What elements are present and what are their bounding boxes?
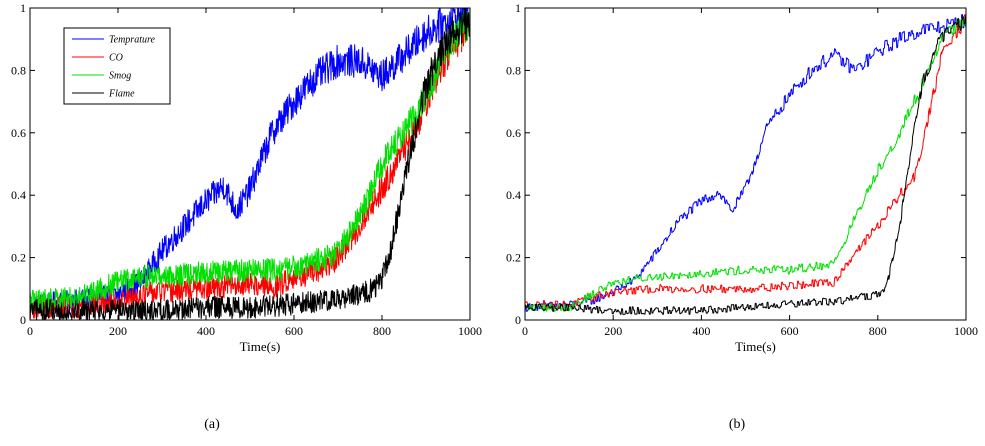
legend-label-flame: Flame <box>108 89 135 100</box>
y-tick-label: 0.4 <box>11 188 26 202</box>
y-tick-label: 1 <box>20 1 26 15</box>
axes-frame <box>524 7 967 321</box>
x-tick-label: 600 <box>781 324 799 338</box>
x-tick-label: 0 <box>27 324 33 338</box>
series-line-flame <box>30 8 470 320</box>
x-tick-label: 0 <box>522 324 528 338</box>
y-tick-label: 0.2 <box>506 251 521 265</box>
y-tick-label: 0.6 <box>11 126 26 140</box>
y-tick-label: 0 <box>515 313 521 327</box>
plot-area <box>30 8 470 320</box>
legend-label-temprature: Temprature <box>109 35 155 46</box>
series-line-temprature <box>525 14 966 312</box>
series-line-co <box>525 14 966 309</box>
y-tick-label: 0.2 <box>11 251 26 265</box>
x-tick-label: 800 <box>869 324 887 338</box>
panel-caption: (a) <box>204 417 220 432</box>
series-line-smog <box>525 17 966 312</box>
x-tick-label: 400 <box>197 324 215 338</box>
x-tick-label: 1000 <box>458 324 482 338</box>
legend: Temprature CO Smog Flame <box>63 27 171 105</box>
x-tick-label: 200 <box>109 324 127 338</box>
legend-box <box>63 27 171 105</box>
x-axis-label: Time(s) <box>240 339 281 354</box>
x-tick-label: 200 <box>604 324 622 338</box>
x-axis-label: Time(s) <box>735 339 776 354</box>
series-line-co <box>30 13 470 320</box>
panel-caption: (b) <box>729 417 746 432</box>
y-tick-label: 0.8 <box>506 63 521 77</box>
axes-frame <box>29 7 471 321</box>
x-tick-label: 1000 <box>954 324 978 338</box>
legend-label-co: CO <box>109 53 123 64</box>
chart-panel-1: 0 200 400 600 800 1000 0 0.2 0.4 0.6 0.8 1 Time(s) Te… <box>11 1 482 432</box>
y-tick-label: 1 <box>515 1 521 15</box>
y-tick-label: 0.6 <box>506 126 521 140</box>
plot-area <box>525 14 966 315</box>
series-line-flame <box>525 15 966 315</box>
y-tick-label: 0 <box>20 313 26 327</box>
y-tick-label: 0.4 <box>506 188 521 202</box>
chart-panel-2: 0 200 400 600 800 1000 0 0.2 0.4 0.6 0.8 1 Time(s) (b… <box>506 1 978 432</box>
x-tick-label: 400 <box>692 324 710 338</box>
series-line-smog <box>30 9 470 313</box>
x-tick-label: 800 <box>373 324 391 338</box>
x-tick-label: 600 <box>285 324 303 338</box>
series-line-temprature <box>30 8 470 315</box>
legend-label-smog: Smog <box>109 71 131 82</box>
y-tick-label: 0.8 <box>11 63 26 77</box>
